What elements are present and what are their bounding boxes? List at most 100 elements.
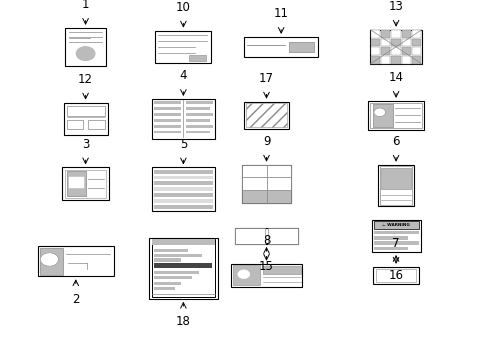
Bar [373,242,418,245]
Bar [154,253,202,257]
Bar [154,276,191,279]
Text: 7: 7 [391,237,399,250]
Bar [151,239,215,297]
Bar [379,166,412,204]
Bar [401,30,410,38]
Bar [67,171,86,196]
Bar [153,170,213,174]
Bar [244,37,317,57]
Bar [373,231,418,234]
Bar [244,102,288,129]
Bar [154,271,198,274]
Bar [185,131,209,134]
Bar [153,193,213,197]
Bar [391,47,400,55]
Bar [66,120,83,129]
Bar [151,167,215,211]
Bar [40,248,63,274]
Bar [242,177,266,190]
Text: 4: 4 [179,69,187,82]
Bar [151,99,215,139]
Bar [411,30,421,38]
Bar [154,258,181,262]
Bar [391,39,400,46]
Bar [370,30,421,64]
Bar [153,199,213,203]
Bar [234,228,298,244]
Text: 16: 16 [388,269,403,282]
Bar [63,103,107,135]
Bar [401,56,410,63]
Bar [153,176,213,180]
Bar [233,265,260,285]
Bar [231,264,302,287]
Bar [149,238,217,299]
Bar [65,170,106,198]
Bar [234,228,264,244]
Bar [381,39,390,46]
Bar [154,249,188,252]
Bar [381,30,390,38]
Bar [185,125,212,127]
Bar [88,120,104,129]
Bar [373,247,407,250]
Bar [266,177,290,190]
Bar [371,220,420,252]
Text: 18: 18 [176,315,190,328]
Bar [242,165,290,202]
Text: 10: 10 [176,1,190,14]
Bar [153,205,213,209]
Bar [401,39,410,46]
Text: ⚠ WARNING: ⚠ WARNING [382,223,409,227]
Bar [381,56,390,63]
Bar [375,269,416,282]
Bar [370,47,380,55]
Bar [370,103,421,128]
Bar [381,168,410,189]
Text: 14: 14 [388,71,403,84]
Bar [377,165,414,206]
Bar [267,228,298,244]
Bar [153,181,213,185]
Text: 15: 15 [259,261,273,274]
Bar [373,221,418,229]
Text: 12: 12 [78,73,93,86]
Bar [373,236,407,239]
Bar [185,119,209,122]
Bar [391,30,400,38]
Bar [372,267,419,284]
Bar [242,165,266,177]
Bar [391,56,400,63]
Bar [153,187,213,191]
Text: 8: 8 [262,234,270,247]
Bar [411,47,421,55]
Bar [370,56,380,63]
Bar [188,55,205,61]
Bar [154,113,181,116]
Bar [367,101,424,130]
Text: 13: 13 [388,0,403,13]
Bar [411,56,421,63]
Bar [154,131,181,134]
Text: 9: 9 [262,135,270,148]
Bar [154,263,212,268]
Text: 1: 1 [81,0,89,11]
Bar [246,103,286,127]
Circle shape [40,253,59,266]
Bar [155,31,211,63]
Bar [154,282,181,285]
Text: 2: 2 [72,293,80,306]
Bar [372,104,392,127]
Bar [242,190,266,202]
Bar [370,39,380,46]
Bar [411,39,421,46]
Bar [154,107,181,110]
Text: 11: 11 [273,7,288,20]
Circle shape [373,108,385,117]
Bar [185,107,209,110]
Text: 17: 17 [259,72,273,85]
Bar [62,167,108,200]
Text: 3: 3 [81,138,89,151]
Bar [185,101,212,104]
Bar [154,125,181,127]
